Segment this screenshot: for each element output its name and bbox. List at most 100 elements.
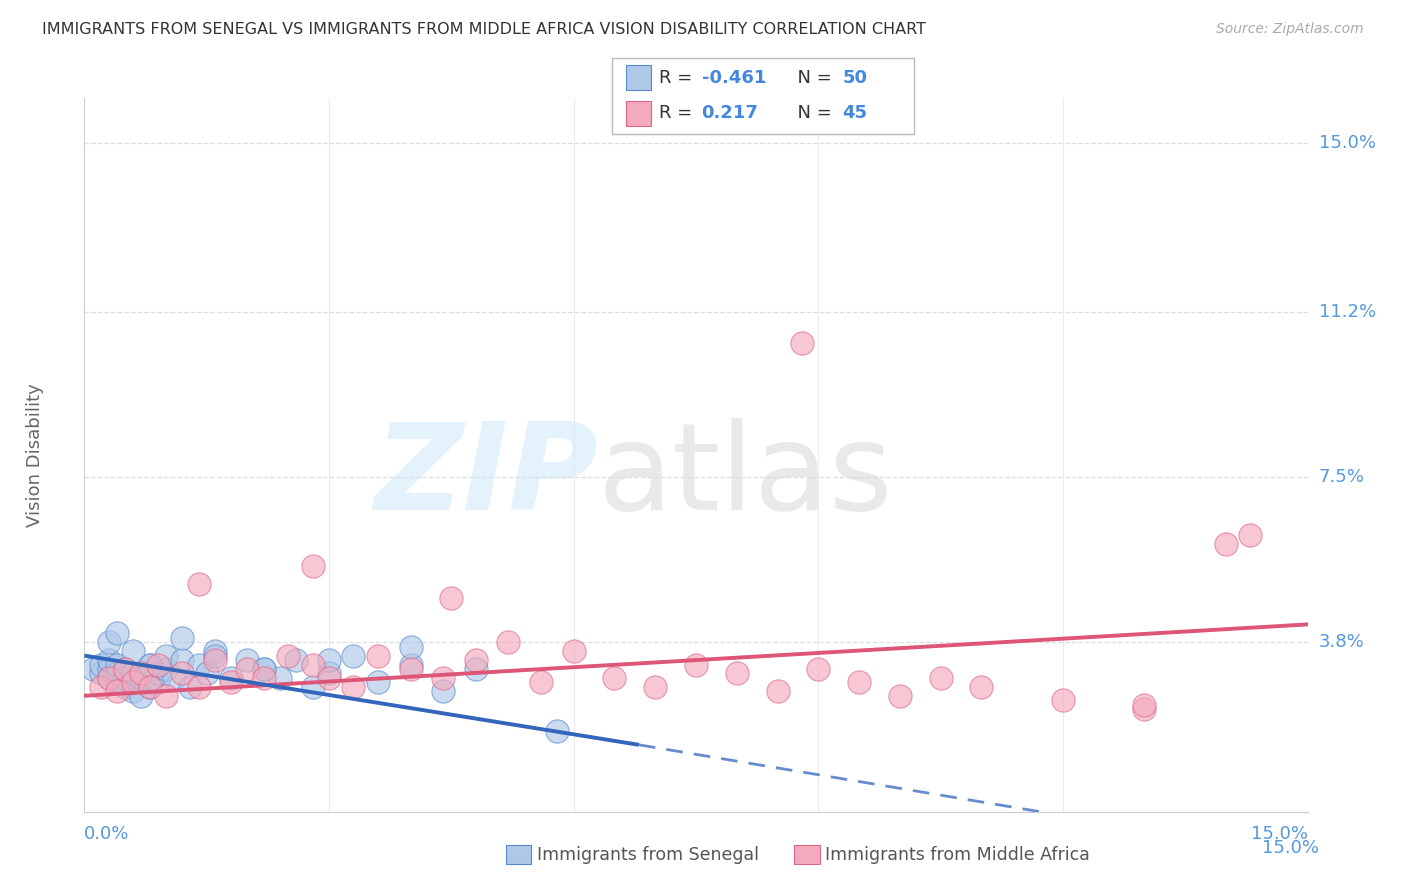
Point [131, 689, 153, 703]
Point [122, 666, 145, 681]
Point [146, 666, 169, 681]
Text: 50: 50 [842, 69, 868, 87]
Point [114, 662, 136, 676]
Point [685, 657, 707, 672]
Point [253, 662, 276, 676]
Point [105, 675, 128, 690]
Point [1215, 537, 1237, 551]
Point [367, 675, 389, 690]
Point [155, 648, 177, 663]
Text: N =: N = [786, 104, 838, 122]
Point [498, 635, 520, 649]
Point [122, 684, 145, 698]
Text: -0.461: -0.461 [702, 69, 766, 87]
Point [187, 680, 209, 694]
Point [219, 675, 242, 690]
Point [187, 657, 209, 672]
Point [269, 671, 291, 685]
Point [644, 680, 666, 694]
Point [90, 680, 112, 694]
Point [146, 657, 169, 672]
Point [105, 666, 128, 681]
Point [179, 680, 201, 694]
Point [253, 662, 276, 676]
Text: 15.0%: 15.0% [1319, 134, 1375, 152]
Point [236, 662, 259, 676]
Point [97, 635, 120, 649]
Point [562, 644, 585, 658]
Point [187, 577, 209, 591]
Point [253, 671, 276, 685]
Point [399, 662, 422, 676]
Text: ZIP: ZIP [374, 417, 598, 535]
Point [725, 666, 748, 681]
Point [122, 675, 145, 690]
Point [889, 689, 911, 703]
Point [105, 657, 128, 672]
Point [399, 640, 422, 654]
Point [138, 680, 160, 694]
Text: 15.0%: 15.0% [1250, 824, 1308, 843]
Point [399, 657, 422, 672]
Point [464, 662, 486, 676]
Point [807, 662, 830, 676]
Point [82, 662, 104, 676]
Point [114, 671, 136, 685]
Point [464, 653, 486, 667]
Point [204, 644, 226, 658]
Text: N =: N = [786, 69, 838, 87]
Point [138, 680, 160, 694]
Point [1133, 698, 1156, 712]
Point [172, 653, 194, 667]
Text: R =: R = [659, 69, 699, 87]
Point [90, 666, 112, 681]
Point [603, 671, 626, 685]
Text: 15.0%: 15.0% [1261, 839, 1319, 857]
Point [301, 559, 323, 574]
Text: Immigrants from Senegal: Immigrants from Senegal [537, 846, 759, 863]
Point [318, 671, 340, 685]
Text: atlas: atlas [598, 417, 894, 535]
Point [138, 657, 160, 672]
Point [318, 666, 340, 681]
Point [970, 680, 993, 694]
Point [929, 671, 952, 685]
Text: Immigrants from Middle Africa: Immigrants from Middle Africa [825, 846, 1090, 863]
Point [440, 591, 463, 605]
Text: 7.5%: 7.5% [1319, 468, 1365, 486]
Point [236, 653, 259, 667]
Point [97, 662, 120, 676]
Point [90, 657, 112, 672]
Point [131, 666, 153, 681]
Point [172, 631, 194, 645]
Point [122, 644, 145, 658]
Point [155, 662, 177, 676]
Point [790, 336, 813, 351]
Point [155, 689, 177, 703]
Point [146, 675, 169, 690]
Point [131, 671, 153, 685]
Point [432, 684, 454, 698]
Point [172, 666, 194, 681]
Point [546, 724, 568, 739]
Point [301, 657, 323, 672]
Point [105, 626, 128, 640]
Text: 45: 45 [842, 104, 868, 122]
Text: 0.0%: 0.0% [84, 824, 129, 843]
Point [285, 653, 308, 667]
Point [367, 648, 389, 663]
Text: 0.217: 0.217 [702, 104, 758, 122]
Point [204, 648, 226, 663]
Text: IMMIGRANTS FROM SENEGAL VS IMMIGRANTS FROM MIDDLE AFRICA VISION DISABILITY CORRE: IMMIGRANTS FROM SENEGAL VS IMMIGRANTS FR… [42, 22, 927, 37]
Point [342, 648, 364, 663]
Point [318, 653, 340, 667]
Point [342, 680, 364, 694]
Point [97, 653, 120, 667]
Point [195, 666, 218, 681]
Point [163, 671, 186, 685]
Text: 11.2%: 11.2% [1319, 303, 1376, 321]
Point [114, 680, 136, 694]
Point [848, 675, 870, 690]
Text: R =: R = [659, 104, 704, 122]
Text: Vision Disability: Vision Disability [27, 383, 45, 527]
